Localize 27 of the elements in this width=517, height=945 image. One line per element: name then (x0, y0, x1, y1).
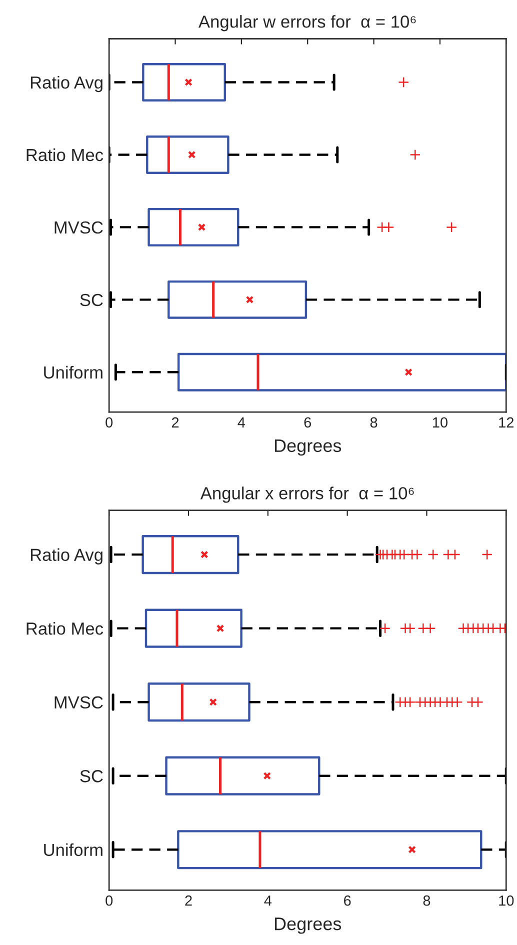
x-axis-title: Degrees (274, 439, 342, 456)
y-tick-label: MVSC (54, 221, 103, 234)
x-tick-label: 4 (264, 896, 272, 906)
y-tick-label: MVSC (54, 696, 103, 709)
y-tick-label: SC (80, 294, 103, 306)
y-tick-label: Ratio Mec (26, 148, 104, 162)
x-tick-label: 6 (344, 895, 351, 906)
chart-title: Angular x errors for α = 10⁶ (200, 486, 414, 503)
x-tick-label: 6 (304, 417, 312, 428)
y-tick-label: Uniform (44, 366, 102, 379)
y-tick-label: Ratio Avg (30, 76, 102, 92)
y-tick-label: Ratio Mec (26, 622, 104, 635)
y-tick-label: Ratio Avg (30, 548, 102, 564)
x-tick-label: 0 (106, 895, 113, 906)
y-tick-label: Uniform (44, 843, 102, 856)
x-tick-label: 12 (499, 417, 514, 428)
x-tick-label: 2 (185, 895, 192, 906)
x-tick-label: 8 (370, 417, 378, 428)
x-tick-label: 8 (423, 895, 430, 906)
x-tick-label: 0 (106, 417, 113, 428)
x-tick-label: 10 (499, 895, 514, 906)
y-tick-label: SC (80, 770, 103, 782)
x-tick-label: 2 (172, 417, 179, 428)
x-tick-label: 10 (432, 417, 448, 428)
x-axis-title: Degrees (274, 918, 342, 934)
x-tick-label: 4 (238, 417, 246, 428)
chart-title: Angular w errors for α = 10⁶ (198, 15, 416, 32)
